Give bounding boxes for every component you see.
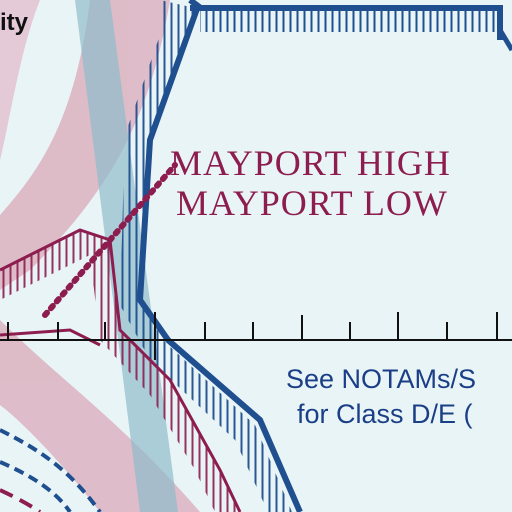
notam-note-line2: for Class D/E ( xyxy=(297,399,473,429)
corner-fragment-label: ity xyxy=(0,9,29,36)
scale-bar xyxy=(0,312,512,360)
moa-dotted-line xyxy=(42,162,178,318)
class-b-boundary xyxy=(120,0,512,512)
moa-label-low: MAYPORT LOW xyxy=(176,183,448,223)
lower-left-arcs xyxy=(0,428,102,512)
notam-note-line1: See NOTAMs/S xyxy=(286,364,476,394)
moa-label-high: MAYPORT HIGH xyxy=(170,143,451,183)
scale-ticks xyxy=(7,312,498,360)
